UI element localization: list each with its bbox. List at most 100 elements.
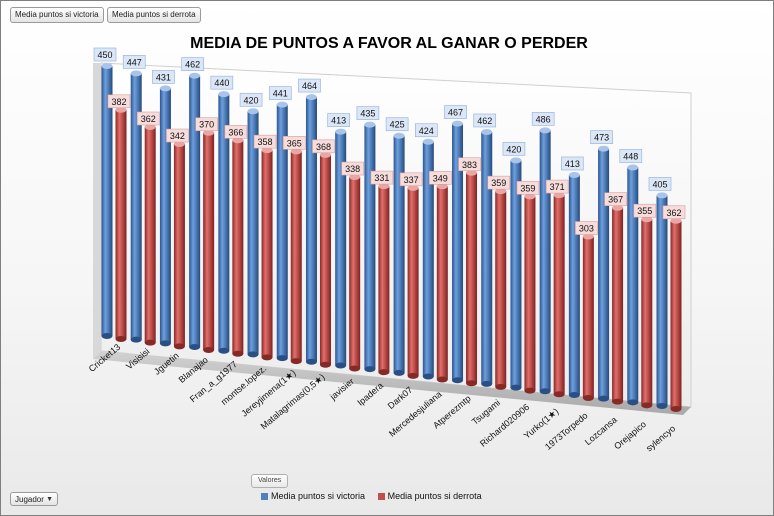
data-label-box <box>181 57 204 71</box>
legend: Media puntos si victoria Media puntos si… <box>261 491 482 501</box>
data-label-box <box>195 117 218 132</box>
bar-body <box>612 207 624 402</box>
bar-body <box>189 75 201 348</box>
bar-base <box>276 355 288 362</box>
bar-top <box>218 91 230 98</box>
data-label-text: 370 <box>199 120 214 130</box>
bar-base <box>612 398 624 405</box>
data-label-box <box>575 221 598 235</box>
data-label-defeat-19: 355 <box>633 203 657 218</box>
bar-body <box>101 66 113 336</box>
category-label-14: Tsugami <box>470 398 502 427</box>
bar-top <box>553 192 565 199</box>
bar-top <box>641 216 653 223</box>
data-label-victory-3: 431 <box>152 70 175 84</box>
data-label-defeat-9: 338 <box>341 161 364 176</box>
data-label-box <box>224 125 248 139</box>
bar-body <box>481 131 493 384</box>
data-label-box <box>210 75 234 90</box>
victory-field-button[interactable]: Media puntos si victoria <box>10 7 104 23</box>
bar-base <box>466 380 478 387</box>
bar-victory-18 <box>598 145 610 402</box>
data-label-text: 405 <box>652 179 667 189</box>
bar-victory-1 <box>101 63 113 339</box>
data-label-text: 413 <box>565 159 580 169</box>
data-label-box <box>327 113 350 127</box>
bar-base <box>189 344 201 351</box>
bar-body <box>407 187 419 376</box>
data-label-box <box>648 177 672 191</box>
data-label-text: 462 <box>477 116 492 126</box>
data-label-box <box>341 161 364 176</box>
bar-body <box>422 141 434 377</box>
bar-base <box>173 343 185 350</box>
data-label-text: 420 <box>506 144 521 154</box>
data-label-text: 462 <box>185 60 200 70</box>
data-label-box <box>619 149 643 163</box>
data-label-text: 359 <box>520 183 535 193</box>
data-label-text: 362 <box>666 208 681 218</box>
bar-base <box>218 347 230 354</box>
legend-item-defeat: Media puntos si derrota <box>377 491 482 501</box>
bar-top <box>189 72 201 79</box>
bar-body <box>290 151 302 362</box>
bar-body <box>553 195 565 395</box>
data-label-text: 359 <box>491 178 506 188</box>
bar-top <box>319 151 331 158</box>
bar-top <box>276 101 288 108</box>
bar-body <box>144 127 156 343</box>
data-label-text: 450 <box>97 50 112 60</box>
bar-victory-17 <box>568 171 580 398</box>
bar-victory-11 <box>393 132 405 376</box>
bar-base <box>436 376 448 383</box>
data-label-text: 355 <box>637 206 652 216</box>
bar-body <box>524 196 536 391</box>
values-field-button[interactable]: Valores <box>251 474 289 488</box>
bar-base <box>627 399 639 406</box>
data-label-victory-5: 440 <box>210 75 234 90</box>
data-label-victory-18: 473 <box>590 130 613 144</box>
bar-base <box>641 402 653 409</box>
bar-victory-9 <box>335 128 347 369</box>
data-label-victory-10: 435 <box>356 106 380 120</box>
bar-defeat-3 <box>173 141 185 350</box>
legend-label-victory: Media puntos si victoria <box>271 491 366 501</box>
bar-base <box>305 358 317 365</box>
legend-label-defeat: Media puntos si derrota <box>387 491 482 501</box>
data-label-box <box>385 117 409 132</box>
data-label-defeat-6: 358 <box>253 134 277 149</box>
category-label-19: Orejapico <box>612 419 648 451</box>
bar-body <box>641 219 653 406</box>
defeat-field-button[interactable]: Media puntos si derrota <box>107 7 201 23</box>
bar-top <box>232 137 244 144</box>
bar-victory-5 <box>218 91 230 354</box>
bar-base <box>422 373 434 380</box>
data-label-text: 366 <box>228 127 243 137</box>
data-label-defeat-14: 359 <box>487 175 511 190</box>
bar-top <box>203 129 215 136</box>
data-label-box <box>604 192 627 207</box>
data-label-victory-13: 467 <box>444 105 467 119</box>
bar-top <box>495 188 507 195</box>
bar-victory-15 <box>510 157 522 391</box>
data-label-text: 473 <box>594 133 609 143</box>
bar-victory-8 <box>305 94 317 365</box>
bar-base <box>232 350 244 357</box>
bar-body <box>247 111 259 355</box>
bar-body <box>452 123 464 381</box>
bar-defeat-9 <box>349 174 361 372</box>
bar-body <box>393 135 405 373</box>
data-label-defeat-4: 370 <box>195 117 218 132</box>
bar-body <box>232 140 244 354</box>
player-filter-label: Jugador <box>15 495 44 504</box>
bar-body <box>159 88 171 344</box>
bar-chart: MEDIA DE PUNTOS A FAVOR AL GANAR O PERDE… <box>87 35 692 453</box>
data-label-box <box>458 157 481 172</box>
bar-top <box>101 63 113 69</box>
player-filter-dropdown[interactable]: Jugador ▼ <box>10 492 58 506</box>
data-label-text: 431 <box>156 72 171 82</box>
data-label-box <box>370 170 394 185</box>
data-label-box <box>253 134 277 149</box>
bar-body <box>319 154 331 365</box>
bar-body <box>670 220 682 409</box>
